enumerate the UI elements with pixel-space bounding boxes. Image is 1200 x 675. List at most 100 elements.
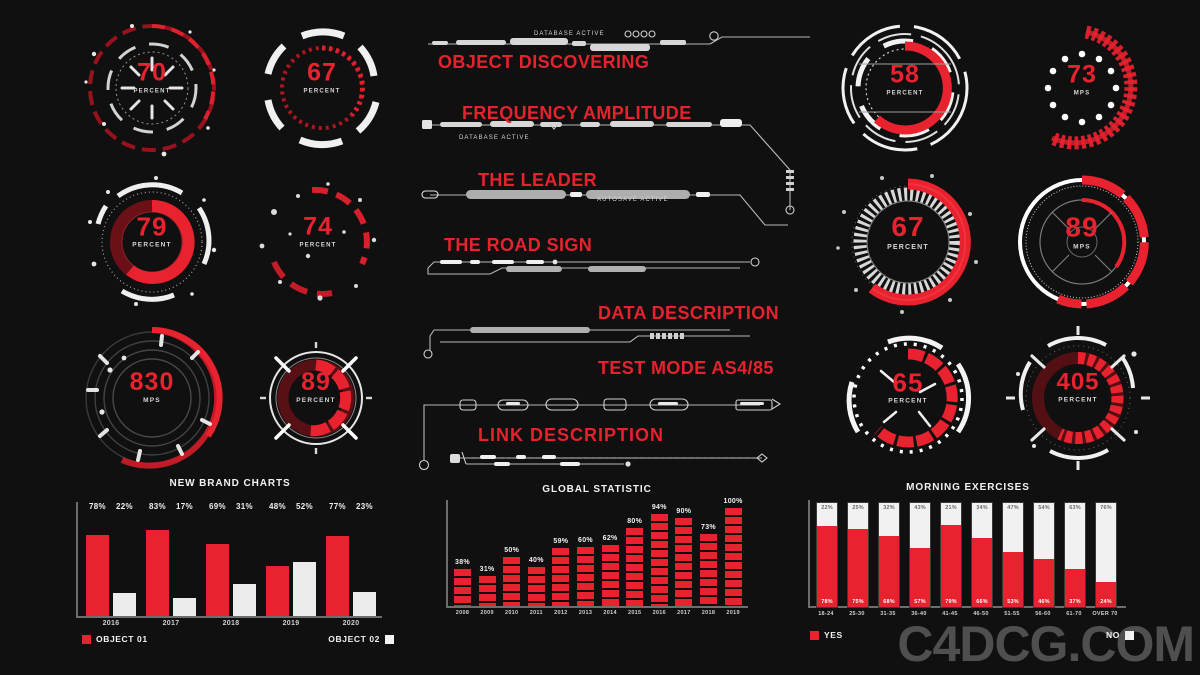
chart-title: GLOBAL STATISTIC	[542, 484, 652, 495]
gauge-405-percent-art	[1006, 326, 1150, 470]
callout-the-leader-micro: AUTOSAVE ACTIVE	[597, 197, 669, 203]
bar-value-label: 23%	[356, 502, 373, 511]
gauge-value: 79	[136, 211, 168, 242]
x-axis-label: 56-60	[1035, 611, 1051, 617]
gauge-70-percent: 70 PERCENT	[120, 60, 184, 96]
x-axis-label: 18-24	[818, 611, 834, 617]
gauge-unit: PERCENT	[133, 88, 171, 95]
gauge-value: 65	[892, 367, 924, 398]
gauge-value: 74	[303, 212, 333, 241]
stacked-bar-over-70: 76% 24%	[1095, 502, 1117, 608]
gauge-58-percent-art	[841, 24, 969, 152]
gauge-value: 58	[890, 60, 920, 89]
stacked-bar-yes-fill	[817, 526, 837, 607]
stacked-bar-yes-label: 46%	[1038, 599, 1050, 605]
callout-test-mode-label: TEST MODE AS4/85	[598, 358, 774, 378]
bar-value-label: 17%	[176, 502, 193, 511]
legend-label: YES	[824, 630, 843, 640]
bar-value-label: 73%	[701, 524, 716, 531]
stacked-bar-36-40: 43% 57%	[909, 502, 931, 608]
bar-object-02-2019	[293, 562, 316, 616]
stacked-bar-yes-label: 68%	[883, 599, 895, 605]
bar-2018	[700, 534, 717, 606]
bar-object-01-2019	[266, 566, 289, 616]
x-axis	[808, 606, 1126, 608]
bar-2014	[601, 545, 619, 606]
gauge-79-percent: 79 PERCENT	[120, 214, 184, 250]
stacked-bar-no-label: 63%	[1069, 505, 1081, 511]
gauge-65-percent-art	[846, 335, 972, 454]
gauge-unit: PERCENT	[296, 397, 336, 405]
callout-frequency-amplitude-micro: DATABASE ACTIVE	[459, 135, 530, 141]
y-axis	[808, 500, 810, 608]
bar-object-02-2018	[233, 584, 256, 616]
stacked-bar-no-label: 43%	[914, 505, 926, 511]
bar-value-label: 48%	[269, 502, 286, 511]
bar-value-label: 52%	[296, 502, 313, 511]
gauge-value: 70	[137, 58, 167, 87]
gauge-65-percent: 65 PERCENT	[876, 370, 940, 406]
y-axis	[76, 502, 78, 618]
x-axis-label: 2010	[504, 610, 519, 616]
bar-value-label: 31%	[479, 566, 495, 573]
right-gauges-group	[836, 24, 1150, 470]
bar-value-label: 62%	[602, 535, 618, 542]
gauge-value: 73	[1067, 60, 1097, 89]
bar-value-label: 22%	[116, 502, 133, 511]
gauge-unit: PERCENT	[886, 90, 924, 97]
stacked-bar-no-label: 54%	[1038, 505, 1050, 511]
x-axis-label: 25-30	[849, 611, 865, 617]
stacked-bar-no-label: 76%	[1100, 505, 1112, 511]
stacked-bar-no-label: 34%	[976, 505, 988, 511]
stacked-bar-yes-fill	[1034, 559, 1054, 607]
gauge-830-mps: 830 MPS	[112, 370, 192, 406]
bar-2013	[577, 547, 594, 606]
gauge-74-percent-art	[259, 182, 377, 301]
bar-object-01-2020	[326, 536, 349, 616]
bar-value-label: 90%	[676, 508, 692, 515]
chart-morning-exercises: MORNING EXERCISES 22% 78% 18-24 25% 75% 25-30…	[798, 478, 1138, 653]
callout-object-discovering-label: OBJECT DISCOVERING	[438, 52, 650, 72]
x-axis-label: 51-55	[1004, 611, 1020, 617]
stacked-bar-18-24: 22% 78%	[816, 502, 838, 608]
stacked-bar-no-label: 25%	[852, 505, 864, 511]
x-axis-label: 2012	[554, 610, 568, 616]
x-axis-label: 36-40	[911, 611, 927, 617]
stacked-bar-46-50: 34% 66%	[971, 502, 993, 608]
x-axis-label: 2009	[480, 610, 494, 616]
callout-the-leader-label: THE LEADER	[478, 170, 598, 190]
bar-value-label: 50%	[504, 547, 520, 554]
x-axis-label: 61-70	[1066, 611, 1082, 617]
gauge-unit: MPS	[143, 397, 161, 405]
x-axis-label: OVER 70	[1092, 611, 1118, 617]
bar-2012	[552, 548, 570, 606]
x-axis-label: 2018	[222, 620, 240, 627]
gauge-value: 67	[307, 58, 337, 87]
chart-global-statistic: GLOBAL STATISTIC 38% 2008 31% 2009 50% 2010 40…	[432, 478, 762, 638]
bar-object-01-2017	[146, 530, 169, 616]
x-axis-label: 2018	[701, 610, 716, 616]
bar-value-label: 77%	[329, 502, 346, 511]
gauge-unit: PERCENT	[888, 397, 928, 405]
gauge-79-percent-art	[88, 176, 217, 306]
x-axis	[76, 616, 382, 618]
bar-value-label: 38%	[455, 559, 470, 566]
stacked-bar-yes-fill	[1096, 582, 1116, 607]
callout-data-description-label: DATA DESCRIPTION	[598, 303, 780, 323]
stacked-bar-yes-label: 24%	[1100, 599, 1112, 605]
legend-yes: YES	[810, 630, 843, 640]
x-axis-label: 2014	[603, 610, 617, 616]
bar-2010	[503, 557, 521, 606]
left-gauges-group	[84, 24, 380, 469]
bar-value-label: 80%	[627, 518, 643, 525]
gauge-unit: PERCENT	[887, 244, 929, 252]
gauge-67b-percent: 67 PERCENT	[876, 213, 940, 252]
legend-object-01: OBJECT 01	[82, 634, 148, 644]
bar-2011	[527, 567, 545, 606]
legend-label: OBJECT 02	[328, 634, 380, 644]
callout-object-discovering-micro: DATABASE ACTIVE	[534, 31, 605, 37]
gauge-89b-mps: 89 MPS	[1050, 213, 1114, 252]
legend-swatch-white	[385, 634, 394, 644]
x-axis-label: 2008	[455, 610, 470, 616]
bar-value-label: 83%	[149, 502, 166, 511]
